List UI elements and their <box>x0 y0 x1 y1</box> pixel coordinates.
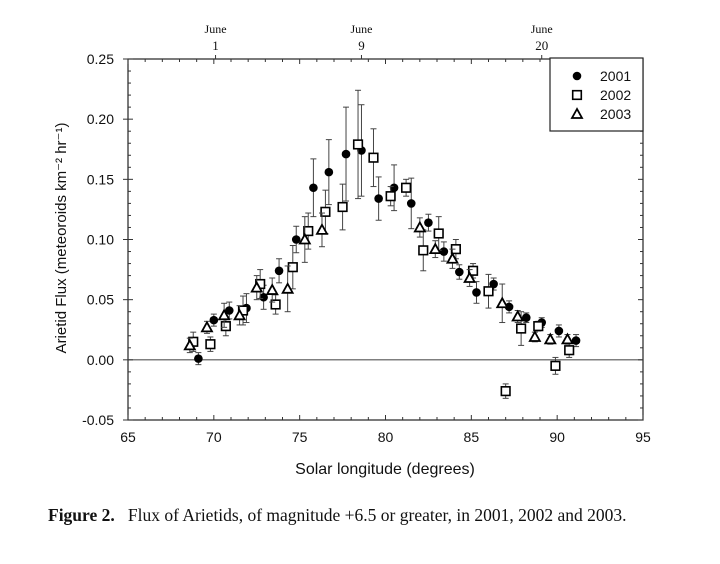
data-point-2001 <box>259 292 268 302</box>
data-point-2002 <box>320 206 331 217</box>
y-tick-label: 0.25 <box>87 51 114 67</box>
y-tick-label: 0.10 <box>87 232 114 248</box>
x-tick-label: 90 <box>549 429 565 445</box>
data-point-2001 <box>472 288 481 297</box>
data-point-2003 <box>183 338 197 351</box>
data-point-2001 <box>455 267 464 277</box>
y-tick-label: 0.20 <box>87 111 114 127</box>
data-point-2002 <box>418 245 429 256</box>
data-point-2001 <box>424 218 433 227</box>
data-point-2001 <box>341 149 351 159</box>
legend-marker-2003 <box>570 107 584 119</box>
y-axis-label: Arietid Flux (meteoroids km⁻² hr⁻¹) <box>53 123 70 354</box>
data-point-2003 <box>265 283 279 295</box>
data-point-2003 <box>281 281 295 294</box>
data-point-2002 <box>516 323 527 334</box>
x-tick-label: 80 <box>378 429 394 445</box>
date-month-label: June <box>205 22 227 36</box>
legend-label: 2003 <box>600 106 631 122</box>
data-point-2002 <box>483 286 494 297</box>
data-point-2001 <box>554 326 564 336</box>
date-day-label: 1 <box>212 38 219 53</box>
data-point-2003 <box>298 232 312 245</box>
data-point-2001 <box>521 313 531 323</box>
data-point-2002 <box>303 225 314 237</box>
data-point-2003 <box>413 220 427 233</box>
data-point-2001 <box>324 167 334 177</box>
data-point-2002 <box>205 339 216 350</box>
y-tick-label: 0.05 <box>87 292 114 308</box>
series-2002 <box>188 89 575 399</box>
data-point-2001 <box>389 183 399 193</box>
legend-box <box>549 57 644 132</box>
data-point-2002 <box>500 386 511 397</box>
y-tick-label: -0.05 <box>82 412 114 428</box>
data-point-2001 <box>571 336 581 345</box>
date-day-label: 9 <box>358 38 365 53</box>
data-point-2002 <box>337 201 348 213</box>
data-point-2001 <box>291 235 301 244</box>
data-point-2002 <box>533 321 544 332</box>
data-point-2001 <box>209 315 219 325</box>
x-tick-label: 75 <box>292 429 308 445</box>
data-point-2003 <box>560 332 574 345</box>
data-point-2003 <box>528 330 542 342</box>
data-point-2003 <box>217 308 231 321</box>
data-point-2002 <box>352 139 364 150</box>
data-point-2002 <box>287 262 298 273</box>
caption-text: Flux of Arietids, of magnitude +6.5 or g… <box>127 505 627 525</box>
data-point-2002 <box>270 299 281 310</box>
data-point-2003 <box>428 242 442 255</box>
data-point-2003 <box>543 332 557 345</box>
data-point-2001 <box>194 354 203 363</box>
series-2003 <box>183 212 574 354</box>
data-point-2002 <box>433 228 444 239</box>
data-point-2003 <box>511 309 525 322</box>
y-tick-label: 0.15 <box>87 171 114 187</box>
x-axis-label: Solar longitude (degrees) <box>295 461 475 478</box>
x-tick-label: 85 <box>464 429 480 445</box>
legend-label: 2001 <box>600 68 631 84</box>
data-point-2002 <box>368 152 379 163</box>
x-tick-label: 70 <box>206 429 222 445</box>
data-point-2001 <box>504 302 514 312</box>
legend-label: 2002 <box>600 87 631 103</box>
data-point-2002 <box>550 360 561 371</box>
data-point-2003 <box>250 280 264 293</box>
data-point-2002 <box>467 265 479 276</box>
data-point-2003 <box>463 271 477 283</box>
caption-label: Figure 2. <box>48 505 115 525</box>
date-month-label: June <box>350 22 372 36</box>
legend-marker-2002 <box>571 89 583 101</box>
data-point-2002 <box>400 182 412 193</box>
data-point-2003 <box>315 223 329 235</box>
date-day-label: 20 <box>535 38 548 53</box>
x-tick-label: 95 <box>635 429 651 445</box>
figure-caption: Figure 2. Flux of Arietids, of magnitude… <box>48 503 688 528</box>
data-point-2001 <box>309 183 318 193</box>
data-marks <box>183 89 581 399</box>
y-tick-label: 0.00 <box>87 352 114 368</box>
data-point-2001 <box>274 266 284 276</box>
data-point-2001 <box>374 194 383 203</box>
x-tick-label: 65 <box>120 429 136 445</box>
data-point-2003 <box>200 320 214 333</box>
data-point-2002 <box>564 345 575 356</box>
data-point-2003 <box>233 308 247 321</box>
data-point-2001 <box>224 306 234 315</box>
date-month-label: June <box>531 22 553 36</box>
data-point-2002 <box>385 191 396 202</box>
data-point-2002 <box>220 321 231 332</box>
legend-marker-2001 <box>572 71 582 81</box>
data-point-2003 <box>445 251 459 264</box>
data-point-2001 <box>439 247 449 256</box>
data-point-2003 <box>495 296 509 309</box>
data-point-2001 <box>406 199 416 208</box>
legend: 2001 2002 2003 <box>549 57 644 132</box>
